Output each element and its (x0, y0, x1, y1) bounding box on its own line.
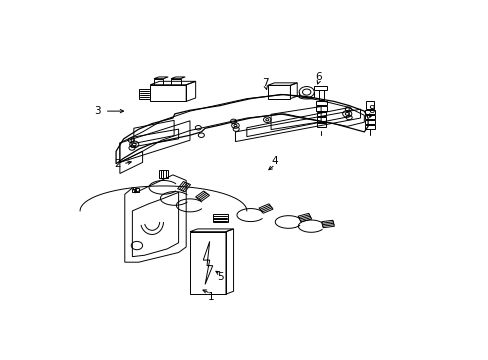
Text: 2: 2 (114, 159, 120, 169)
Bar (315, 100, 326, 105)
Text: 6: 6 (315, 72, 322, 82)
Text: 1: 1 (207, 292, 214, 302)
Text: 7: 7 (262, 77, 268, 87)
Bar (267, 85, 290, 99)
Bar (171, 79, 180, 85)
Bar (212, 214, 227, 222)
Bar (139, 89, 150, 99)
Bar (316, 112, 326, 116)
Bar (317, 123, 325, 127)
Bar (364, 120, 374, 124)
Bar (132, 189, 136, 192)
Text: 3: 3 (94, 106, 100, 116)
Bar (150, 85, 186, 102)
Bar (189, 232, 225, 294)
Bar (364, 125, 374, 129)
Bar (316, 117, 325, 122)
Bar (135, 188, 139, 192)
Bar (364, 115, 374, 119)
Text: 5: 5 (217, 273, 223, 283)
Bar (366, 101, 373, 109)
Text: 8: 8 (368, 105, 374, 115)
Bar (364, 110, 374, 114)
Bar (316, 106, 326, 111)
Text: 4: 4 (271, 156, 278, 166)
Bar (154, 79, 163, 85)
